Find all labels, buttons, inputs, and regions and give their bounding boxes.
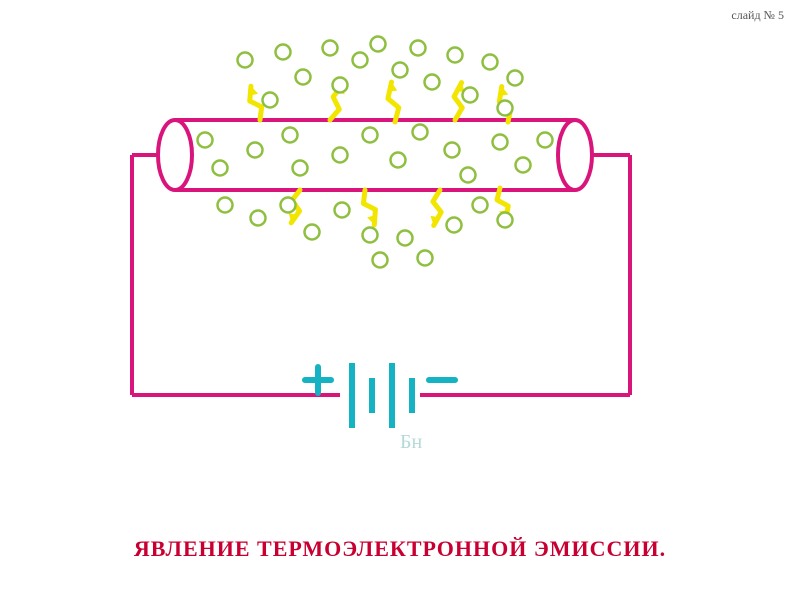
slide-number: слайд № 5 — [731, 8, 784, 23]
svg-text:Бн: Бн — [400, 431, 422, 453]
emission-diagram: Бн — [0, 0, 800, 520]
diagram-title: ЯВЛЕНИЕ ТЕРМОЭЛЕКТРОННОЙ ЭМИССИИ. — [0, 536, 800, 562]
